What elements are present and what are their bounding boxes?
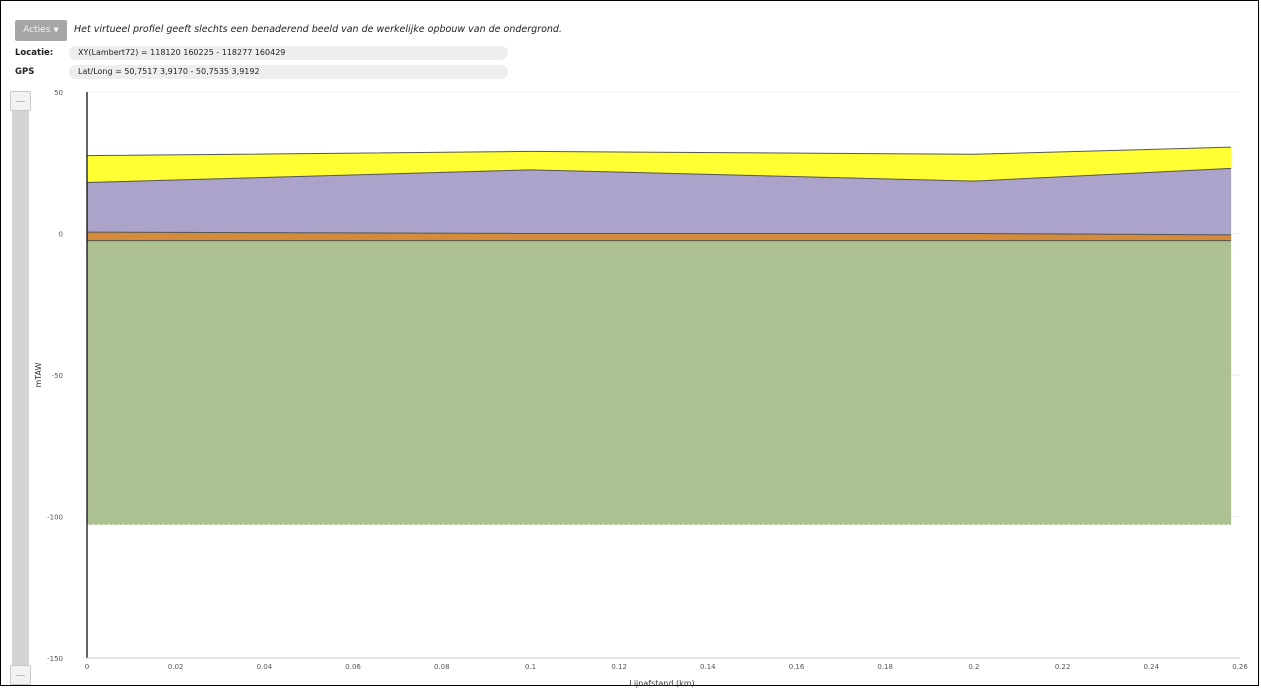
gps-label: GPS: [15, 67, 35, 77]
actions-dropdown-button[interactable]: Acties ▼: [15, 20, 67, 41]
location-value: XY(Lambert72) = 118120 160225 - 118277 1…: [69, 46, 508, 60]
chevron-down-icon: ▼: [53, 26, 59, 34]
depth-slider-handle-bottom[interactable]: [10, 665, 31, 685]
actions-label: Acties: [23, 25, 51, 35]
depth-slider-track[interactable]: [12, 91, 29, 685]
location-label: Locatie:: [15, 48, 54, 58]
disclaimer-text: Het virtueel profiel geeft slechts een b…: [74, 24, 562, 35]
gps-value: Lat/Long = 50,7517 3,9170 - 50,7535 3,91…: [69, 65, 508, 79]
depth-slider-handle-top[interactable]: [10, 91, 31, 111]
